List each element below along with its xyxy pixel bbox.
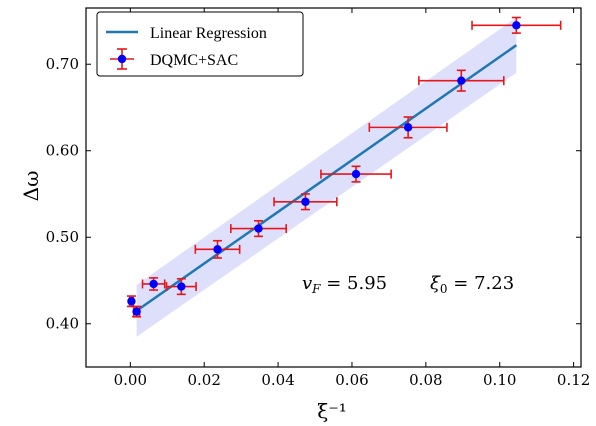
- annotation-xi0: ξ0 = 7.23: [430, 273, 514, 296]
- data-point: [141, 277, 166, 291]
- point-marker: [301, 197, 310, 206]
- x-tick-label: 0.02: [188, 371, 221, 389]
- point-marker: [132, 307, 141, 316]
- legend-box: [96, 11, 304, 77]
- point-marker: [457, 76, 466, 85]
- legend-label-regression: Linear Regression: [150, 25, 267, 42]
- annotation-vf-main: v: [302, 273, 312, 294]
- point-marker: [254, 224, 263, 233]
- annotation-xi0-rest: = 7.23: [448, 273, 515, 294]
- data-point: [320, 165, 392, 183]
- data-point: [132, 305, 142, 318]
- annotation-vf-sub: F: [311, 282, 321, 296]
- y-tick-label: 0.50: [46, 228, 79, 246]
- point-marker: [213, 245, 222, 254]
- y-axis-label: Δω: [19, 171, 43, 202]
- y-tick-label: 0.60: [46, 142, 79, 160]
- data-point: [165, 277, 197, 296]
- point-marker: [149, 279, 158, 289]
- x-axis-label: ξ⁻¹: [317, 399, 347, 423]
- regression-line-layer: [135, 44, 518, 312]
- x-tick-label: 0.04: [261, 371, 294, 389]
- x-tick-label: 0.06: [335, 371, 368, 389]
- ticks-layer: 0.00 0.02 0.04 0.06 0.08 0.10 0.12 0.40 0.50 0.60…: [46, 8, 590, 389]
- x-tick-label: 0.08: [409, 371, 442, 389]
- data-point: [126, 295, 136, 308]
- plot-frame: [85, 7, 582, 368]
- point-marker: [127, 297, 136, 306]
- regression-line: [135, 44, 518, 312]
- point-marker: [177, 282, 186, 291]
- x-tick-label: 0.12: [557, 371, 590, 389]
- legend-marker-swatch: [110, 48, 134, 70]
- data-point: [368, 116, 448, 139]
- annotation-xi0-main: ξ: [430, 273, 441, 294]
- x-tick-label: 0.00: [114, 371, 147, 389]
- data-point: [230, 220, 288, 238]
- point-marker: [512, 21, 521, 30]
- legend: Linear Regression DQMC+SAC: [96, 11, 304, 77]
- data-point: [194, 239, 241, 259]
- y-tick-label: 0.40: [46, 315, 79, 333]
- annotation-xi0-sub: 0: [440, 282, 448, 296]
- data-point: [418, 69, 505, 92]
- x-tick-label: 0.10: [483, 371, 516, 389]
- data-point: [273, 193, 338, 211]
- data-point: [471, 16, 562, 34]
- y-tick-label: 0.70: [46, 55, 79, 73]
- point-marker: [403, 123, 413, 132]
- data-points-layer: [126, 16, 562, 318]
- annotation-vf: vF = 5.95: [302, 273, 387, 296]
- point-marker: [351, 169, 361, 179]
- legend-label-points: DQMC+SAC: [150, 52, 238, 69]
- annotation-vf-rest: = 5.95: [321, 273, 388, 294]
